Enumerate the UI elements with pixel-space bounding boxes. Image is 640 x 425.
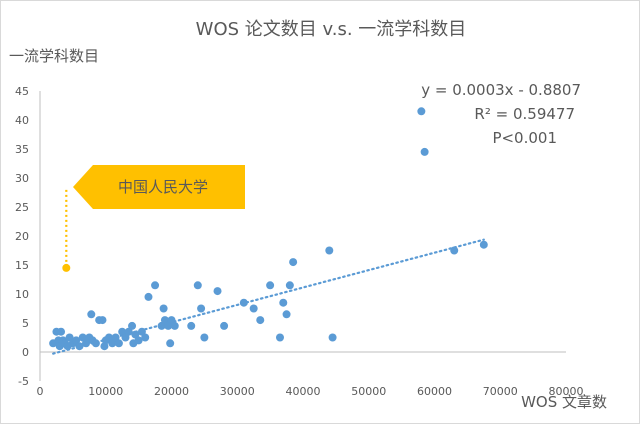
data-point: [137, 327, 146, 336]
data-point: [266, 281, 275, 290]
data-point: [157, 321, 166, 330]
data-point: [285, 281, 294, 290]
data-point: [239, 298, 248, 307]
callout-arrow-box: [73, 165, 245, 209]
data-point: [279, 298, 288, 307]
data-point: [131, 330, 140, 339]
data-point: [114, 339, 123, 348]
y-axis-title: 一流学科数目: [9, 47, 99, 65]
x-tick-label: 80000: [549, 385, 584, 398]
data-point: [82, 339, 91, 348]
x-tick-label: 50000: [351, 385, 386, 398]
x-tick-label: 40000: [286, 385, 321, 398]
y-tick-label: 40: [15, 114, 29, 127]
data-point: [417, 107, 426, 116]
data-point: [159, 304, 168, 313]
x-axis-title: WOS 文章数: [521, 393, 607, 411]
y-tick-label: 35: [15, 143, 29, 156]
y-tick-label: 15: [15, 259, 29, 272]
callout-label: 中国人民大学: [118, 178, 208, 196]
data-point: [325, 246, 334, 255]
data-point: [275, 333, 284, 342]
y-tick-label: 0: [22, 346, 29, 359]
highlight-point: [62, 263, 71, 272]
x-tick-label: 20000: [154, 385, 189, 398]
data-point: [420, 147, 429, 156]
data-point: [328, 333, 337, 342]
data-point: [128, 321, 137, 330]
data-point: [124, 327, 133, 336]
y-tick-labels: -5 0 5 10 15 20 25 30 35 40 45: [15, 85, 29, 388]
data-point: [197, 304, 206, 313]
y-tick-label: 10: [15, 288, 29, 301]
data-point: [193, 281, 202, 290]
y-tick-label: 25: [15, 201, 29, 214]
data-point: [111, 333, 120, 342]
x-tick-label: 70000: [483, 385, 518, 398]
data-point: [167, 316, 176, 325]
data-point: [57, 327, 66, 336]
data-point: [134, 336, 143, 345]
data-point: [256, 316, 265, 325]
data-point: [220, 321, 229, 330]
data-point: [118, 327, 127, 336]
data-point: [450, 246, 459, 255]
data-point: [121, 333, 130, 342]
data-point: [151, 281, 160, 290]
data-point: [200, 333, 209, 342]
data-point: [289, 258, 298, 267]
p-value-label: P<0.001: [492, 129, 557, 147]
y-tick-label: 5: [22, 317, 29, 330]
x-tick-label: 10000: [88, 385, 123, 398]
data-point: [160, 316, 169, 325]
data-point: [282, 310, 291, 319]
y-tick-label: 30: [15, 172, 29, 185]
r-squared-label: R² = 0.59477: [474, 105, 575, 123]
data-point: [164, 321, 173, 330]
y-tick-label: -5: [18, 375, 29, 388]
x-tick-label: 60000: [417, 385, 452, 398]
data-point: [479, 240, 488, 249]
x-tick-label: 0: [37, 385, 44, 398]
x-tick-label: 30000: [220, 385, 255, 398]
chart-title: WOS 论文数目 v.s. 一流学科数目: [196, 19, 467, 40]
data-point: [75, 342, 84, 351]
trendline-equation: y = 0.0003x - 0.8807: [421, 81, 581, 99]
data-point: [78, 333, 87, 342]
data-point: [105, 333, 114, 342]
data-point: [72, 336, 81, 345]
data-point: [144, 292, 153, 301]
data-point: [65, 333, 74, 342]
x-tick-labels: 0 10000 20000 30000 40000 50000 60000 70000 8000…: [37, 385, 584, 398]
data-point: [213, 287, 222, 296]
data-point: [170, 321, 179, 330]
data-point: [87, 310, 96, 319]
data-points: [49, 107, 488, 351]
data-point: [187, 321, 196, 330]
data-point: [108, 339, 117, 348]
data-point: [98, 316, 107, 325]
data-point: [141, 333, 150, 342]
highlight-callout: 中国人民大学: [62, 165, 245, 272]
y-tick-label: 45: [15, 85, 29, 98]
data-point: [249, 304, 258, 313]
axes: [39, 91, 566, 381]
data-point: [91, 339, 100, 348]
data-point: [166, 339, 175, 348]
y-tick-label: 20: [15, 230, 29, 243]
